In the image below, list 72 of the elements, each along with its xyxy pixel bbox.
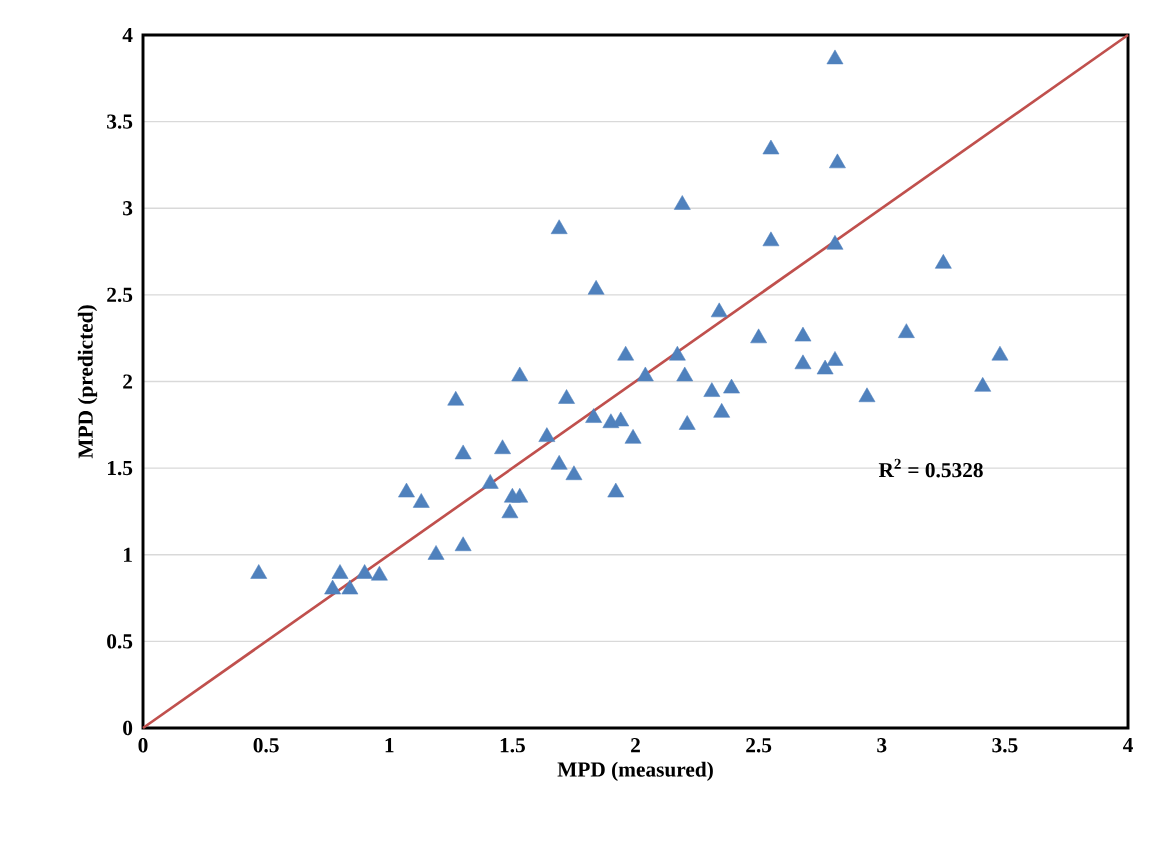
point xyxy=(250,564,268,579)
point xyxy=(412,493,430,508)
point xyxy=(673,195,691,210)
point xyxy=(558,389,575,404)
point xyxy=(829,153,846,169)
point xyxy=(356,564,373,579)
point xyxy=(550,219,568,234)
x-tick-label: 0 xyxy=(138,738,148,753)
x-tick-label: 2 xyxy=(631,738,640,753)
point xyxy=(585,408,602,423)
point xyxy=(898,323,915,338)
point xyxy=(341,579,359,595)
point xyxy=(454,444,472,460)
point xyxy=(511,366,529,382)
x-axis-title: MPD (measured) xyxy=(557,761,713,782)
point xyxy=(637,366,654,382)
point xyxy=(587,280,605,295)
point xyxy=(565,465,583,480)
x-tick-label: 3.5 xyxy=(992,738,1018,753)
y-tick-label: 1.5 xyxy=(108,460,133,476)
point xyxy=(398,482,415,498)
point xyxy=(624,429,642,444)
point xyxy=(494,439,511,455)
point xyxy=(934,254,952,269)
point xyxy=(371,565,388,581)
point xyxy=(511,487,529,503)
point xyxy=(710,302,728,318)
point xyxy=(501,503,519,519)
x-tick-label: 3 xyxy=(877,738,887,753)
y-tick-label: 2.5 xyxy=(107,287,133,303)
point xyxy=(713,403,731,418)
point xyxy=(617,345,635,361)
point xyxy=(676,366,694,382)
point xyxy=(331,564,349,579)
point xyxy=(762,231,780,247)
point xyxy=(826,351,844,366)
point xyxy=(826,49,844,65)
point xyxy=(481,474,499,489)
y-tick-label: 4 xyxy=(122,27,133,43)
point xyxy=(858,387,876,403)
point xyxy=(703,382,721,397)
point xyxy=(974,377,992,392)
annotation: R$^{2}$ = 0.5328 xyxy=(878,458,983,478)
point xyxy=(447,390,465,406)
point xyxy=(816,359,834,375)
x-tick-label: 2.5 xyxy=(746,738,772,753)
point xyxy=(550,455,568,470)
x-tick-label: 1.5 xyxy=(500,738,525,753)
point xyxy=(324,579,341,595)
point xyxy=(762,139,780,155)
y-tick-label: 2 xyxy=(123,374,133,389)
point xyxy=(794,354,812,370)
point xyxy=(669,345,686,361)
point xyxy=(723,378,740,394)
point xyxy=(750,328,767,344)
point xyxy=(538,427,556,442)
point xyxy=(678,415,696,430)
y-tick-label: 3.5 xyxy=(107,114,133,129)
x-tick-label: 1 xyxy=(385,738,394,753)
y-tick-label: 1 xyxy=(124,547,132,562)
point xyxy=(991,345,1009,361)
y-axis-title: MPD (predicted) xyxy=(77,305,98,459)
y-tick-label: 0 xyxy=(123,720,133,736)
x-tick-label: 0.5 xyxy=(253,738,279,753)
point xyxy=(794,326,812,342)
point xyxy=(454,536,472,552)
point xyxy=(826,235,844,250)
y-tick-label: 3 xyxy=(123,201,133,216)
x-tick-label: 4 xyxy=(1122,738,1133,753)
y-tick-label: 0.5 xyxy=(107,634,133,649)
point xyxy=(427,545,445,560)
point xyxy=(607,482,625,498)
